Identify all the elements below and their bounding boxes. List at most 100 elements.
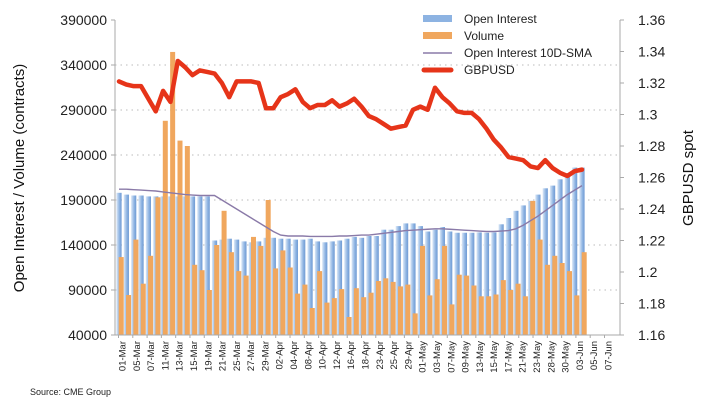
volume-bar — [449, 304, 455, 335]
volume-bar — [155, 197, 161, 335]
open-interest-bar — [344, 238, 350, 335]
open-interest-bar — [425, 231, 431, 335]
volume-bar — [361, 297, 367, 335]
open-interest-bar — [564, 173, 570, 335]
volume-bar — [500, 280, 506, 335]
volume-bar — [273, 268, 279, 335]
source-note: Source: CME Group — [30, 387, 111, 397]
x-tick-label: 10-Apr — [318, 341, 329, 370]
left-tick-label: 190000 — [60, 192, 107, 208]
volume-bar — [456, 274, 462, 335]
right-tick-label: 1.32 — [638, 75, 665, 91]
volume-bar — [184, 146, 190, 335]
volume-bar — [405, 284, 411, 335]
volume-bar — [162, 120, 168, 335]
volume-bar — [368, 292, 374, 335]
open-interest-bar — [329, 241, 335, 335]
volume-bar — [346, 317, 352, 335]
volume-bar — [133, 239, 139, 335]
x-tick-label: 21-May — [518, 341, 529, 373]
volume-bar — [118, 257, 124, 335]
x-tick-label: 25-Mar — [232, 341, 243, 371]
volume-bar — [574, 295, 580, 335]
open-interest-bar — [476, 232, 482, 335]
volume-bar — [302, 284, 308, 335]
volume-bar — [258, 245, 264, 335]
volume-bar — [280, 250, 286, 335]
legend-swatch-open-interest — [423, 15, 452, 22]
volume-bar — [309, 308, 315, 335]
x-tick-label: 19-Mar — [203, 341, 214, 371]
right-tick-label: 1.36 — [638, 12, 665, 28]
x-tick-label: 05-Mar — [132, 341, 143, 371]
x-tick-label: 07-Mar — [146, 341, 157, 371]
right-tick-label: 1.34 — [638, 44, 665, 60]
x-tick-label: 03-Jun — [575, 341, 586, 370]
x-tick-label: 29-Mar — [260, 341, 271, 371]
volume-bar — [493, 294, 499, 335]
volume-bar — [199, 270, 205, 335]
left-tick-label: 140000 — [60, 237, 107, 253]
volume-bar — [427, 295, 433, 335]
open-interest-bar — [403, 223, 409, 335]
right-axis-title: GBPUSD spot — [680, 129, 697, 226]
volume-bar — [567, 271, 573, 335]
volume-bar — [331, 298, 337, 335]
left-tick-label: 290000 — [60, 102, 107, 118]
volume-bar — [515, 283, 521, 335]
x-tick-label: 16-Apr — [346, 341, 357, 370]
x-tick-label: 02-Apr — [275, 341, 286, 370]
volume-bar — [339, 289, 345, 335]
volume-bar — [126, 295, 132, 335]
x-tick-label: 08-Apr — [303, 341, 314, 370]
volume-bar — [552, 255, 558, 335]
open-interest-bar — [572, 167, 578, 335]
left-axis-ticks: 390000 340000 290000 240000 190000 140000 9000… — [60, 12, 115, 343]
legend: Open Interest Volume Open Interest 10D-S… — [421, 12, 592, 77]
x-tick-label: 07-Jun — [604, 341, 615, 370]
left-tick-label: 90000 — [68, 282, 107, 298]
right-tick-label: 1.18 — [638, 296, 665, 312]
volume-bar — [537, 239, 543, 335]
open-interest-bar — [307, 238, 313, 335]
volume-bar — [544, 264, 550, 335]
volume-bar — [177, 140, 183, 335]
volume-bar — [375, 281, 381, 335]
right-tick-label: 1.26 — [638, 170, 665, 186]
gbpusd-line — [116, 58, 585, 179]
right-tick-label: 1.22 — [638, 233, 665, 249]
volume-bar — [236, 271, 242, 335]
legend-label-volume: Volume — [464, 29, 504, 43]
x-tick-label: 29-Apr — [403, 341, 414, 370]
right-tick-label: 1.28 — [638, 138, 665, 154]
open-interest-bar — [292, 239, 298, 335]
open-interest-bar — [123, 194, 129, 335]
legend-swatch-volume — [423, 32, 452, 39]
series-lines — [116, 58, 585, 238]
x-tick-label: 01-Mar — [118, 341, 129, 371]
volume-bar — [243, 275, 249, 335]
open-interest-bar — [336, 240, 343, 335]
volume-bar — [221, 210, 227, 335]
volume-bar — [265, 200, 271, 335]
open-interest-bar — [395, 226, 401, 335]
open-interest-bar — [322, 242, 328, 335]
right-tick-label: 1.24 — [638, 201, 665, 217]
left-tick-label: 240000 — [60, 147, 107, 163]
volume-bar — [383, 278, 389, 335]
x-tick-label: 23-Apr — [375, 341, 386, 370]
volume-bar — [250, 236, 256, 335]
volume-bar — [442, 245, 448, 335]
x-tick-label: 15-May — [489, 341, 500, 373]
open-interest-bar — [505, 218, 512, 335]
x-tick-label: 04-Apr — [289, 341, 300, 370]
x-tick-label: 28-May — [546, 341, 557, 373]
legend-label-gbpusd: GBPUSD — [464, 63, 515, 77]
open-interest-bar — [138, 195, 144, 335]
x-tick-label: 18-Apr — [361, 341, 372, 370]
x-tick-label: 12-Apr — [332, 341, 343, 370]
volume-bar — [287, 267, 293, 335]
volume-bar — [228, 252, 234, 335]
volume-bar — [581, 252, 587, 335]
